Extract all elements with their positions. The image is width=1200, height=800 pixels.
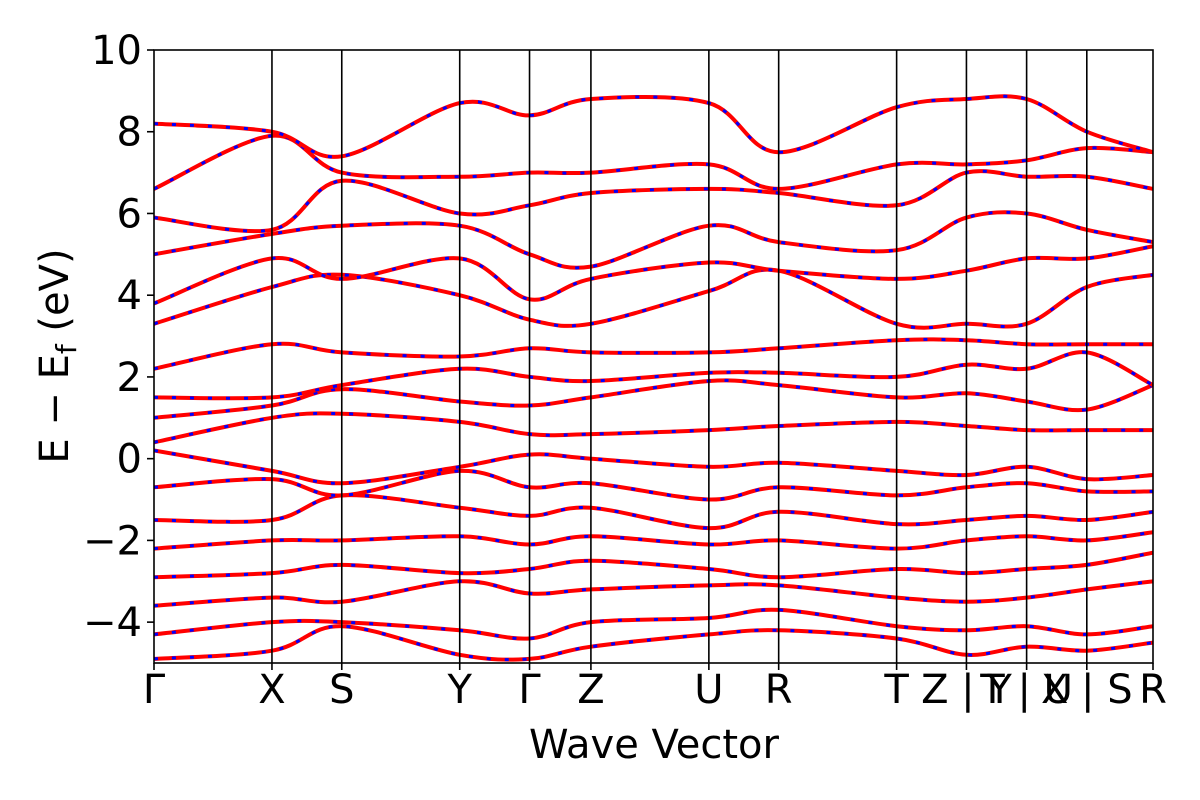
band-overlay-14 <box>154 210 1153 270</box>
band-line-7 <box>154 448 1153 486</box>
band-overlay-0 <box>154 624 1153 662</box>
y-tick-label: 0 <box>117 437 142 483</box>
band-line-16 <box>154 133 1153 191</box>
band-line-13 <box>154 244 1153 306</box>
band-line-8 <box>154 411 1153 445</box>
y-tick-label: 2 <box>117 355 142 401</box>
band-line-15 <box>154 169 1153 234</box>
y-tick-label: 4 <box>117 273 142 319</box>
x-tick-label: Γ <box>143 667 166 713</box>
x-tick-label: U <box>694 667 723 713</box>
y-tick-label: 6 <box>117 191 142 237</box>
x-tick-label: R <box>1139 667 1167 713</box>
kpoint-lines <box>271 50 1088 663</box>
x-tick-label: Γ <box>518 667 541 713</box>
y-tick-label: −2 <box>83 518 142 564</box>
y-tick-label: −4 <box>83 600 142 646</box>
x-tick-label: Y <box>446 667 472 713</box>
x-tick-label: Z | Y <box>921 667 1012 713</box>
x-axis-title: Wave Vector <box>529 722 780 768</box>
y-axis-title-subscript: f <box>50 343 83 354</box>
x-tick-label: T | U <box>979 667 1073 713</box>
y-axis-title: E − Ef (eV) <box>32 248 83 463</box>
y-axis: −4 −2 0 2 4 6 8 10 <box>83 28 154 646</box>
band-line-11 <box>154 337 1153 371</box>
y-axis-title-unit: (eV) <box>32 248 78 344</box>
band-overlay-12 <box>154 268 1153 330</box>
band-line-9 <box>154 378 1153 420</box>
x-tick-label: X | S <box>1041 667 1133 713</box>
x-tick-label: X <box>258 667 285 713</box>
y-axis-title-main: E − E <box>32 354 78 464</box>
x-tick-label: R <box>765 667 793 713</box>
plot-area <box>154 50 1153 663</box>
band-line-2 <box>154 579 1153 608</box>
x-tick-label: Z <box>577 667 604 713</box>
y-tick-label: 8 <box>117 110 142 156</box>
x-tick-label: T <box>883 667 909 713</box>
plot-frame <box>153 49 1154 664</box>
band-overlay-3 <box>154 551 1153 579</box>
y-tick-label: 10 <box>91 28 142 74</box>
x-tick-label: S <box>329 667 354 713</box>
